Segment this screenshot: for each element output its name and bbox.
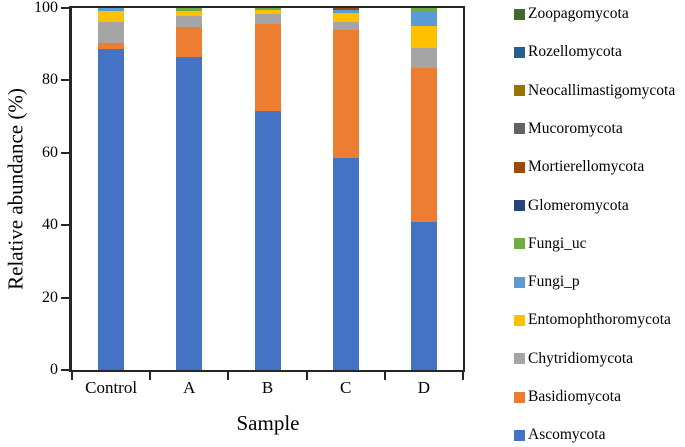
legend-label: Chytridiomycota [528, 349, 634, 367]
bar-segment-c-fungi_p [332, 9, 359, 14]
bar-segment-c-mortierellomycota [332, 8, 359, 10]
bar-segment-control-ascomycota [98, 48, 125, 370]
x-axis-tick [71, 372, 73, 380]
legend-swatch-icon [514, 429, 525, 441]
legend-item-rozellomycota: Rozellomycota [514, 43, 622, 61]
legend-label: Fungi_uc [528, 234, 587, 252]
legend-swatch-icon [514, 161, 525, 173]
legend-label: Glomeromycota [528, 196, 629, 214]
bar-segment-b-ascomycota [254, 111, 281, 370]
bar-segment-a-entomophthoromycota [176, 10, 203, 16]
legend-swatch-icon [514, 85, 525, 97]
y-tick-label: 0 [50, 361, 58, 378]
legend-item-chytridiomycota: Chytridiomycota [514, 350, 633, 368]
legend-swatch-icon [514, 123, 525, 135]
bar-segment-control-entomophthoromycota [98, 10, 125, 22]
legend-label: Mortierellomycota [528, 158, 645, 176]
bar-segment-d-entomophthoromycota [410, 25, 437, 49]
plot-area [69, 6, 465, 372]
legend-label: Fungi_p [528, 273, 580, 291]
y-axis-title: Relative abundance (%) [3, 88, 28, 290]
legend-swatch-icon [514, 276, 525, 288]
y-tick-label: 100 [34, 0, 58, 16]
y-tick-label: 80 [42, 71, 58, 89]
legend-label: Entomophthoromycota [528, 311, 671, 329]
bar-segment-b-chytridiomycota [254, 14, 281, 25]
y-tick-label: 40 [42, 216, 58, 234]
legend-swatch-icon [514, 200, 525, 211]
legend-item-neocallimastigomycota: Neocallimastigomycota [514, 82, 675, 100]
x-tick-label-b: B [261, 378, 274, 397]
x-axis-tick [227, 372, 230, 380]
x-axis-tick [305, 372, 308, 380]
legend-label: Neocallimastigomycota [528, 81, 676, 99]
legend-label: Basidiomycota [528, 388, 621, 405]
bar-segment-control-basidiomycota [98, 43, 125, 49]
legend-item-mortierellomycota: Mortierellomycota [514, 158, 644, 176]
bar-segment-c-ascomycota [332, 158, 359, 370]
legend-swatch-icon [514, 8, 525, 20]
y-axis-tick [61, 224, 69, 227]
legend-swatch-icon [514, 46, 525, 58]
x-tick-label-control: Control [85, 378, 138, 397]
legend-label: Mucoromycota [528, 119, 623, 137]
legend-item-ascomycota: Ascomycota [514, 426, 605, 444]
y-axis-tick [61, 151, 69, 154]
bar-segment-b-entomophthoromycota [254, 9, 281, 15]
bar-segment-a-ascomycota [176, 56, 203, 370]
x-axis-tick [149, 372, 152, 380]
y-axis-tick [61, 296, 69, 299]
y-axis-tick [61, 369, 69, 371]
x-axis-tick [383, 372, 386, 380]
bar-segment-d-fungi_p [410, 10, 437, 26]
x-tick-label-c: C [340, 378, 352, 397]
x-axis-title: Sample [236, 411, 300, 435]
x-axis-tick [462, 372, 464, 380]
bar-segment-d-fungi_uc [410, 8, 437, 11]
legend-label: Ascomycota [528, 426, 606, 444]
legend-item-fungi_uc: Fungi_uc [514, 235, 587, 253]
x-tick-label-a: A [183, 378, 196, 397]
y-tick-label: 20 [42, 288, 58, 306]
bar-segment-b-basidiomycota [254, 24, 281, 112]
legend-swatch-icon [514, 353, 525, 365]
bar-segment-a-basidiomycota [176, 26, 203, 57]
legend-item-fungi_p: Fungi_p [514, 273, 580, 291]
legend-swatch-icon [514, 314, 525, 326]
bar-segment-control-chytridiomycota [98, 21, 125, 44]
legend-item-entomophthoromycota: Entomophthoromycota [514, 311, 671, 329]
legend-item-mucoromycota: Mucoromycota [514, 120, 623, 138]
bar-segment-a-fungi_uc [176, 8, 203, 11]
bar-segment-control-fungi_p [98, 8, 125, 11]
y-axis-tick [61, 7, 69, 9]
legend-label: Zoopagomycota [528, 5, 629, 22]
bar-segment-d-basidiomycota [410, 68, 437, 222]
bar-segment-c-chytridiomycota [332, 22, 359, 31]
x-tick-label-d: D [417, 378, 431, 397]
legend-item-glomeromycota: Glomeromycota [514, 197, 629, 215]
bar-segment-b-fungi_uc [254, 8, 281, 10]
bar-segment-a-chytridiomycota [176, 15, 203, 27]
bar-segment-d-ascomycota [410, 221, 437, 370]
y-axis-tick [61, 79, 69, 82]
bar-segment-c-basidiomycota [332, 30, 359, 159]
bar-segment-d-chytridiomycota [410, 48, 437, 69]
y-tick-label: 60 [42, 143, 58, 161]
legend-swatch-icon [514, 391, 525, 403]
legend: Zoopagomycota Rozellomycota Neocallimastig… [514, 0, 685, 447]
legend-label: Rozellomycota [528, 43, 622, 61]
legend-item-basidiomycota: Basidiomycota [514, 388, 621, 406]
bar-segment-c-entomophthoromycota [332, 13, 359, 23]
legend-item-zoopagomycota: Zoopagomycota [514, 5, 629, 23]
legend-swatch-icon [514, 238, 525, 250]
